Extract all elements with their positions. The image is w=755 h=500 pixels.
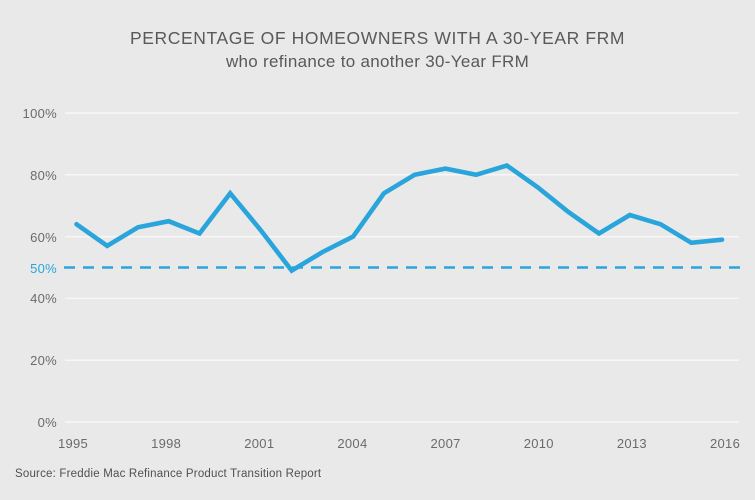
chart-header: PERCENTAGE OF HOMEOWNERS WITH A 30-YEAR … (0, 26, 755, 73)
x-tick-label: 1998 (151, 436, 182, 451)
x-tick-label: 2001 (244, 436, 275, 451)
y-tick-label: 40% (30, 291, 57, 307)
x-tick-label: 2013 (616, 436, 647, 451)
y-tick-label: 50% (30, 260, 57, 276)
chart-subtitle: who refinance to another 30-Year FRM (225, 52, 530, 71)
source-note: Source: Freddie Mac Refinance Product Tr… (15, 468, 322, 480)
x-tick-label: 1995 (57, 436, 89, 451)
y-tick-label: 60% (30, 229, 57, 245)
chart-title: PERCENTAGE OF HOMEOWNERS WITH A 30-YEAR … (129, 28, 626, 48)
x-tick-label: 2004 (337, 436, 368, 451)
x-tick-label: 2007 (430, 436, 461, 451)
y-tick-label: 0% (37, 415, 57, 430)
y-tick-label: 100% (22, 106, 57, 121)
x-tick-label: 2010 (523, 436, 554, 451)
x-tick-label: 2016 (709, 436, 741, 451)
y-tick-label: 20% (30, 353, 57, 369)
data-line-series (74, 162, 725, 274)
y-tick-label: 80% (30, 167, 57, 183)
